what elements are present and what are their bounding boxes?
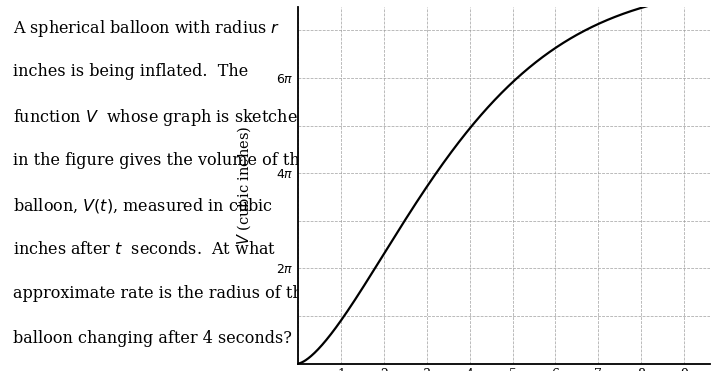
Text: in the figure gives the volume of the: in the figure gives the volume of the [13,152,309,169]
Text: function $V$  whose graph is sketched: function $V$ whose graph is sketched [13,107,308,128]
Text: balloon changing after 4 seconds?: balloon changing after 4 seconds? [13,330,292,347]
Text: A spherical balloon with radius $r$: A spherical balloon with radius $r$ [13,18,280,39]
Y-axis label: $V$ (cubic inches): $V$ (cubic inches) [235,126,253,245]
Text: balloon, $V(t)$, measured in cubic: balloon, $V(t)$, measured in cubic [13,196,273,215]
Text: approximate rate is the radius of the: approximate rate is the radius of the [13,285,312,302]
Text: inches is being inflated.  The: inches is being inflated. The [13,63,248,80]
Text: inches after $t$  seconds.  At what: inches after $t$ seconds. At what [13,241,276,258]
